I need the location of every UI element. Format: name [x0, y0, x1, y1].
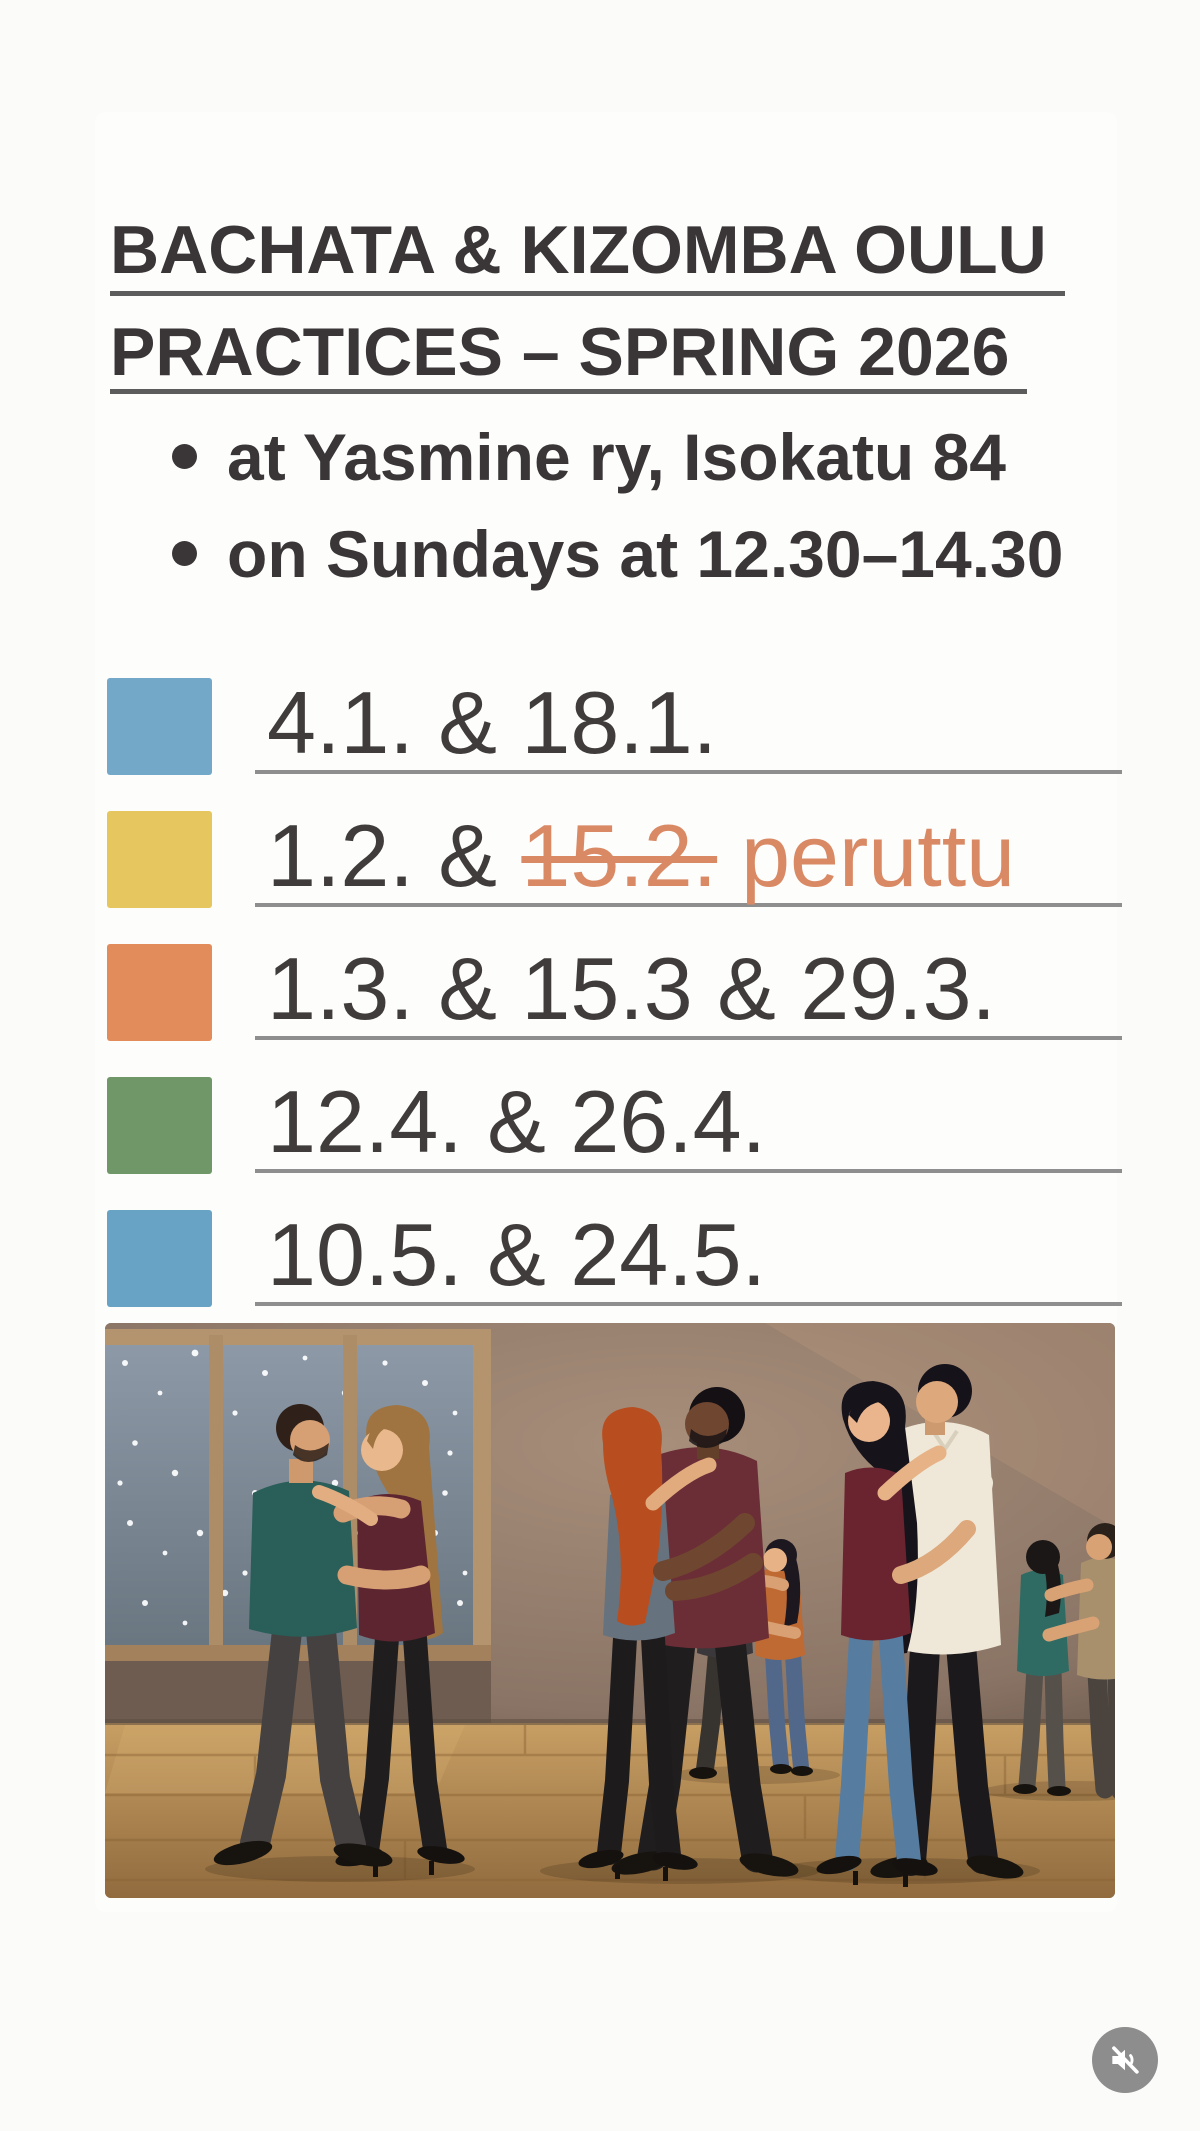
- couple-right: [770, 1364, 1040, 1887]
- swatch-january: [107, 678, 212, 775]
- dates-january: 4.1. & 18.1.: [255, 676, 1122, 774]
- mute-button[interactable]: [1092, 2027, 1158, 2093]
- swatch-march: [107, 944, 212, 1041]
- dates-february: 1.2. & 15.2. peruttu: [255, 809, 1122, 907]
- page-title-line1: BACHATA & KIZOMBA OULU: [110, 215, 1065, 296]
- page-title-line2: PRACTICES – SPRING 2026: [110, 317, 1028, 394]
- cancelled-date: 15.2.: [521, 806, 718, 905]
- bullet-time: on Sundays at 12.30–14.30: [172, 505, 1063, 602]
- bullet-location-text: at Yasmine ry, Isokatu 84: [227, 419, 1006, 494]
- bullet-dot-icon: [172, 541, 197, 566]
- bullet-dot-icon: [172, 444, 197, 469]
- info-bullets: at Yasmine ry, Isokatu 84 on Sundays at …: [172, 408, 1063, 602]
- dance-illustration-svg: [105, 1323, 1115, 1898]
- swatch-may: [107, 1210, 212, 1307]
- dates-may: 10.5. & 24.5.: [255, 1208, 1122, 1306]
- dates-march: 1.3. & 15.3 & 29.3.: [255, 942, 1122, 1040]
- muted-speaker-icon: [1112, 2046, 1139, 2074]
- bullet-location: at Yasmine ry, Isokatu 84: [172, 408, 1063, 505]
- dates-february-prefix: 1.2. &: [267, 806, 522, 905]
- dance-illustration: [105, 1323, 1115, 1898]
- couple-background-right: [983, 1523, 1115, 1801]
- couple-center: [540, 1387, 820, 1884]
- cancelled-label: peruttu: [741, 806, 1016, 905]
- couple-left: [205, 1404, 475, 1882]
- bullet-time-text: on Sundays at 12.30–14.30: [227, 516, 1064, 591]
- dates-april: 12.4. & 26.4.: [255, 1075, 1122, 1173]
- swatch-february: [107, 811, 212, 908]
- swatch-april: [107, 1077, 212, 1174]
